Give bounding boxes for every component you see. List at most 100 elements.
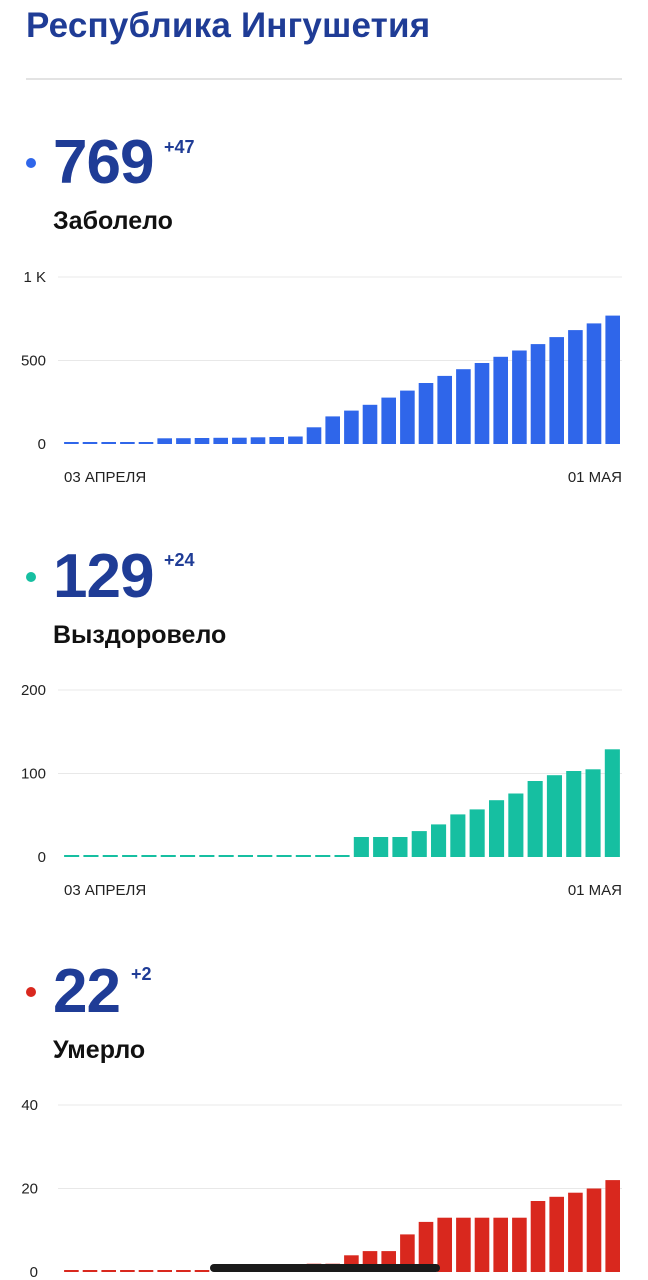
deaths-bar[interactable] bbox=[176, 1270, 191, 1272]
confirmed-delta: +47 bbox=[164, 137, 195, 157]
recovered-bar[interactable] bbox=[141, 855, 157, 857]
confirmed-bar[interactable] bbox=[512, 350, 527, 445]
recovered-bar[interactable] bbox=[585, 769, 601, 857]
confirmed-bar[interactable] bbox=[101, 442, 116, 444]
confirmed-bar[interactable] bbox=[213, 437, 228, 444]
confirmed-bar[interactable] bbox=[306, 427, 322, 444]
recovered-y-tick-label: 0 bbox=[38, 849, 46, 866]
confirmed-bar[interactable] bbox=[530, 344, 546, 444]
confirmed-bar[interactable] bbox=[138, 442, 154, 444]
recovered-bar[interactable] bbox=[83, 855, 99, 857]
recovered-bar[interactable] bbox=[334, 855, 350, 857]
deaths-bar[interactable] bbox=[120, 1270, 135, 1272]
recovered-bar[interactable] bbox=[122, 855, 138, 857]
deaths-bar[interactable] bbox=[400, 1234, 415, 1272]
recovered-bar[interactable] bbox=[527, 781, 543, 857]
recovered-bar[interactable] bbox=[237, 855, 253, 857]
recovered-bar[interactable] bbox=[102, 855, 118, 857]
recovered-bar[interactable] bbox=[199, 855, 215, 857]
recovered-bar[interactable] bbox=[64, 855, 80, 857]
recovered-bar[interactable] bbox=[604, 749, 620, 857]
confirmed-bar[interactable] bbox=[437, 375, 452, 444]
confirmed-bar[interactable] bbox=[194, 438, 210, 444]
confirmed-bar[interactable] bbox=[362, 404, 378, 444]
confirmed-bar[interactable] bbox=[176, 438, 191, 444]
recovered-chart: 0 100 200 03 АПРЕЛЯ 01 МАЯ bbox=[21, 682, 622, 899]
confirmed-bar[interactable] bbox=[381, 397, 396, 444]
deaths-bar[interactable] bbox=[418, 1221, 434, 1272]
deaths-chart: 0 20 40 bbox=[21, 1097, 622, 1280]
recovered-dot bbox=[26, 572, 36, 582]
confirmed-bar[interactable] bbox=[400, 390, 415, 444]
deaths-bar[interactable] bbox=[549, 1196, 564, 1272]
deaths-bar[interactable] bbox=[64, 1270, 79, 1272]
recovered-bar[interactable] bbox=[257, 855, 273, 857]
confirmed-chart: 0 500 1 K 03 АПРЕЛЯ 01 МАЯ bbox=[21, 269, 622, 486]
confirmed-bar[interactable] bbox=[120, 442, 135, 444]
deaths-bar[interactable] bbox=[568, 1192, 583, 1272]
confirmed-label: Заболело bbox=[53, 207, 173, 235]
deaths-bar[interactable] bbox=[474, 1217, 490, 1272]
deaths-y-tick-label: 20 bbox=[21, 1181, 38, 1198]
confirmed-bar[interactable] bbox=[493, 356, 508, 444]
recovered-y-tick-label: 200 bbox=[21, 682, 46, 699]
recovered-bar[interactable] bbox=[373, 837, 389, 857]
confirmed-count: 769 bbox=[53, 128, 154, 197]
home-indicator[interactable] bbox=[210, 1264, 440, 1272]
confirmed-bar[interactable] bbox=[418, 383, 434, 444]
deaths-bar[interactable] bbox=[493, 1217, 508, 1272]
deaths-bar[interactable] bbox=[530, 1201, 546, 1272]
deaths-bar[interactable] bbox=[605, 1180, 620, 1272]
recovered-delta: +24 bbox=[164, 550, 195, 570]
recovered-y-tick-label: 100 bbox=[21, 766, 46, 783]
confirmed-bar[interactable] bbox=[82, 442, 98, 444]
confirmed-bar[interactable] bbox=[549, 337, 564, 444]
deaths-bar[interactable] bbox=[82, 1270, 98, 1272]
deaths-count: 22 bbox=[53, 957, 121, 1026]
recovered-bar[interactable] bbox=[315, 855, 331, 857]
recovered-bar[interactable] bbox=[353, 837, 369, 857]
deaths-bar[interactable] bbox=[512, 1217, 527, 1272]
confirmed-bar[interactable] bbox=[456, 369, 471, 444]
deaths-bar[interactable] bbox=[157, 1270, 172, 1272]
recovered-bar[interactable] bbox=[160, 855, 176, 857]
deaths-bar[interactable] bbox=[437, 1217, 452, 1272]
recovered-bar[interactable] bbox=[276, 855, 292, 857]
recovered-bar[interactable] bbox=[392, 837, 408, 857]
confirmed-bar[interactable] bbox=[474, 363, 490, 444]
recovered-bar[interactable] bbox=[180, 855, 196, 857]
deaths-bar[interactable] bbox=[138, 1270, 154, 1272]
deaths-bar[interactable] bbox=[194, 1270, 210, 1272]
confirmed-bar[interactable] bbox=[250, 437, 266, 444]
header-divider bbox=[26, 78, 622, 80]
recovered-bar[interactable] bbox=[546, 775, 562, 857]
recovered-bar[interactable] bbox=[566, 771, 582, 857]
recovered-count: 129 bbox=[53, 542, 154, 611]
recovered-bar[interactable] bbox=[295, 855, 311, 857]
confirmed-bar[interactable] bbox=[64, 442, 79, 444]
confirmed-bar[interactable] bbox=[157, 438, 172, 444]
confirmed-bar[interactable] bbox=[232, 437, 247, 444]
confirmed-dot bbox=[26, 158, 36, 168]
confirmed-bar[interactable] bbox=[288, 436, 303, 445]
confirmed-bar[interactable] bbox=[568, 330, 583, 444]
confirmed-bar[interactable] bbox=[325, 416, 340, 444]
confirmed-bar[interactable] bbox=[344, 410, 359, 444]
recovered-bar[interactable] bbox=[431, 824, 447, 857]
page-title: Республика Ингушетия bbox=[26, 6, 431, 45]
recovered-bar[interactable] bbox=[218, 855, 234, 857]
confirmed-x-start-label: 03 АПРЕЛЯ bbox=[64, 469, 146, 486]
recovered-x-start-label: 03 АПРЕЛЯ bbox=[64, 882, 146, 899]
deaths-bar[interactable] bbox=[456, 1217, 471, 1272]
deaths-bar[interactable] bbox=[101, 1270, 116, 1272]
confirmed-bar[interactable] bbox=[269, 437, 284, 444]
recovered-bar[interactable] bbox=[508, 793, 524, 858]
confirmed-bar[interactable] bbox=[605, 315, 620, 444]
recovered-bar[interactable] bbox=[450, 814, 466, 857]
recovered-bar[interactable] bbox=[411, 831, 427, 857]
deaths-bar[interactable] bbox=[586, 1188, 602, 1273]
confirmed-bar[interactable] bbox=[586, 323, 602, 444]
recovered-bar[interactable] bbox=[489, 800, 505, 857]
deaths-delta: +2 bbox=[131, 964, 152, 984]
recovered-bar[interactable] bbox=[469, 809, 485, 857]
